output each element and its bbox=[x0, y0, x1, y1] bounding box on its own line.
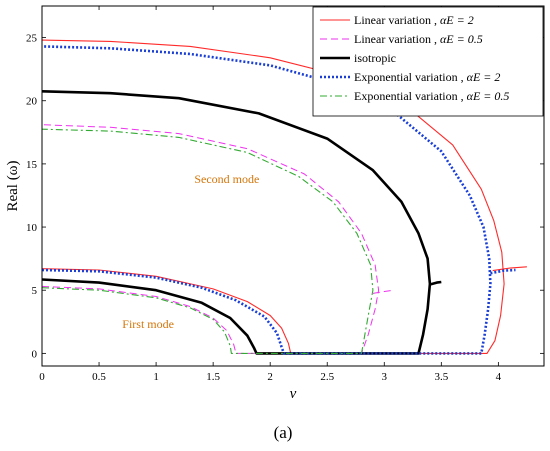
legend-label-2: isotropic bbox=[354, 51, 396, 65]
x-tick-label: 0.5 bbox=[92, 371, 106, 383]
series-4-line-0 bbox=[41, 128, 374, 354]
legend-math-3: αE = 2 bbox=[467, 70, 501, 84]
legend-box bbox=[312, 6, 544, 117]
plot-frame bbox=[41, 5, 545, 367]
series-0-line-1 bbox=[492, 266, 527, 272]
legend-label-4: Exponential variation , αE = 0.5 bbox=[354, 89, 509, 103]
series-1-line-1 bbox=[372, 289, 394, 294]
x-tick-label: 0 bbox=[39, 371, 45, 383]
mode-annotation: Second mode bbox=[194, 172, 259, 186]
y-axis: 0 5 10 15 20 25 bbox=[26, 33, 544, 360]
series-3-line-0 bbox=[41, 45, 492, 355]
x-tick-label: 2 bbox=[267, 371, 273, 383]
y-tick-label: 0 bbox=[32, 348, 38, 360]
mode-annotation: First mode bbox=[122, 317, 174, 331]
x-tick-label: 4 bbox=[496, 371, 502, 383]
legend-math-1: αE = 0.5 bbox=[440, 32, 483, 46]
x-tick-label: 1 bbox=[153, 371, 159, 383]
series-3-line-1 bbox=[490, 268, 516, 275]
y-tick-label: 20 bbox=[26, 96, 38, 108]
series-2-line-0 bbox=[41, 90, 432, 355]
annotation-layer: Second mode First mode bbox=[122, 172, 259, 331]
x-tick-label: 3 bbox=[382, 371, 388, 383]
legend-label-3: Exponential variation , αE = 2 bbox=[354, 70, 500, 84]
y-axis-label: Real (ω) bbox=[5, 160, 21, 211]
legend-label-1: Linear variation , αE = 0.5 bbox=[354, 32, 483, 46]
x-tick-label: 1.5 bbox=[206, 371, 220, 383]
series-2-line-1 bbox=[429, 280, 442, 286]
x-axis-label: v bbox=[290, 386, 297, 402]
legend-label-0: Linear variation , αE = 2 bbox=[354, 13, 474, 27]
y-tick-label: 10 bbox=[26, 222, 38, 234]
series-1-line-0 bbox=[41, 124, 380, 354]
x-tick-label: 3.5 bbox=[434, 371, 448, 383]
legend-entries: Linear variation , αE = 2 Linear variatio… bbox=[320, 13, 509, 103]
legend: Linear variation , αE = 2 Linear variatio… bbox=[312, 6, 544, 117]
figure-caption: (a) bbox=[274, 423, 293, 442]
y-tick-label: 15 bbox=[26, 159, 38, 171]
legend-math-4: αE = 0.5 bbox=[467, 89, 510, 103]
y-tick-label: 5 bbox=[32, 285, 38, 297]
y-tick-label: 25 bbox=[26, 33, 38, 45]
legend-math-0: αE = 2 bbox=[440, 13, 474, 27]
x-axis: 0 0.5 1 1.5 2 2.5 3 3.5 4 bbox=[39, 6, 502, 383]
x-tick-label: 2.5 bbox=[320, 371, 334, 383]
